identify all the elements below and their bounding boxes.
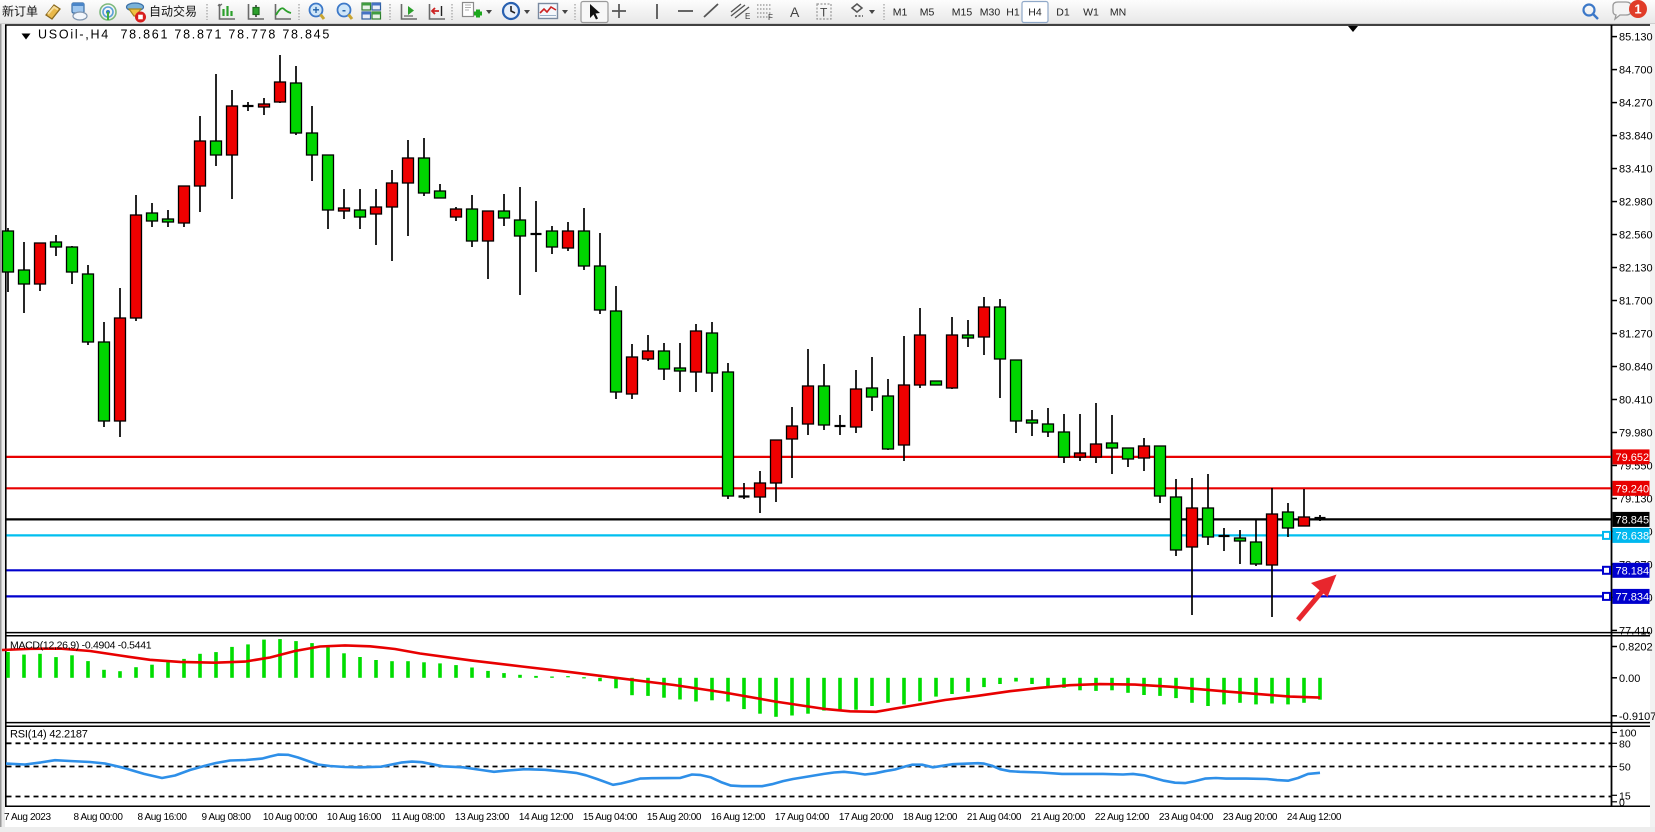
svg-text:8 Aug 16:00: 8 Aug 16:00 <box>138 812 188 823</box>
svg-text:MACD(12,26,9) -0.4904 -0.5441: MACD(12,26,9) -0.4904 -0.5441 <box>10 640 152 652</box>
svg-text:100: 100 <box>1619 728 1637 740</box>
svg-text:80.410: 80.410 <box>1619 394 1653 406</box>
svg-text:79.240: 79.240 <box>1616 484 1650 496</box>
svg-text:23 Aug 04:00: 23 Aug 04:00 <box>1159 812 1214 823</box>
svg-text:23 Aug 20:00: 23 Aug 20:00 <box>1223 812 1278 823</box>
svg-text:80: 80 <box>1619 738 1631 750</box>
svg-text:M1: M1 <box>893 7 908 19</box>
svg-text:15 Aug 04:00: 15 Aug 04:00 <box>583 812 638 823</box>
svg-text:79.130: 79.130 <box>1619 493 1653 505</box>
svg-text:8 Aug 00:00: 8 Aug 00:00 <box>74 812 124 823</box>
svg-text:22 Aug 12:00: 22 Aug 12:00 <box>1095 812 1150 823</box>
svg-text:A: A <box>790 4 800 20</box>
svg-text:15 Aug 20:00: 15 Aug 20:00 <box>647 812 702 823</box>
svg-text:77.834: 77.834 <box>1616 592 1650 604</box>
svg-text:82.980: 82.980 <box>1619 197 1653 209</box>
svg-text:H4: H4 <box>1028 7 1042 19</box>
svg-text:T: T <box>820 6 828 20</box>
svg-text:78.184: 78.184 <box>1616 566 1650 578</box>
svg-text:81.700: 81.700 <box>1619 296 1653 308</box>
svg-text:18 Aug 12:00: 18 Aug 12:00 <box>903 812 958 823</box>
svg-text:自动交易: 自动交易 <box>149 4 197 19</box>
svg-text:D1: D1 <box>1056 7 1070 19</box>
svg-text:15: 15 <box>1619 790 1631 802</box>
svg-text:新订单: 新订单 <box>2 4 38 19</box>
svg-text:21 Aug 20:00: 21 Aug 20:00 <box>1031 812 1086 823</box>
svg-text:13 Aug 23:00: 13 Aug 23:00 <box>455 812 510 823</box>
svg-text:0: 0 <box>1619 797 1625 809</box>
svg-text:78.845: 78.845 <box>1616 515 1650 527</box>
svg-text:78.638: 78.638 <box>1616 531 1650 543</box>
svg-text:E: E <box>745 12 750 21</box>
svg-text:83.840: 83.840 <box>1619 131 1653 143</box>
svg-text:16 Aug 12:00: 16 Aug 12:00 <box>711 812 766 823</box>
svg-text:0.00: 0.00 <box>1619 673 1640 685</box>
svg-text:M30: M30 <box>980 7 1001 19</box>
svg-text:83.410: 83.410 <box>1619 164 1653 176</box>
svg-text:81.270: 81.270 <box>1619 329 1653 341</box>
svg-text:79.652: 79.652 <box>1616 452 1650 464</box>
svg-text:50: 50 <box>1619 762 1631 774</box>
svg-text:F: F <box>768 13 773 22</box>
svg-text:21 Aug 04:00: 21 Aug 04:00 <box>967 812 1022 823</box>
svg-text:MN: MN <box>1110 7 1126 19</box>
svg-text:RSI(14) 42.2187: RSI(14) 42.2187 <box>10 729 88 741</box>
svg-text:W1: W1 <box>1083 7 1099 19</box>
svg-text:0.8202: 0.8202 <box>1619 642 1653 654</box>
svg-text:84.270: 84.270 <box>1619 98 1653 110</box>
svg-text:80.840: 80.840 <box>1619 362 1653 374</box>
svg-text:82.130: 82.130 <box>1619 263 1653 275</box>
svg-text:1: 1 <box>1634 2 1641 17</box>
svg-text:-0.9107: -0.9107 <box>1619 711 1655 723</box>
svg-text:85.130: 85.130 <box>1619 32 1653 44</box>
svg-text:82.560: 82.560 <box>1619 230 1653 242</box>
svg-text:77.410: 77.410 <box>1619 625 1653 637</box>
svg-text:84.700: 84.700 <box>1619 65 1653 77</box>
svg-text:24 Aug 12:00: 24 Aug 12:00 <box>1287 812 1342 823</box>
svg-text:10 Aug 00:00: 10 Aug 00:00 <box>263 812 318 823</box>
svg-text:-: - <box>342 3 346 17</box>
svg-text:11 Aug 08:00: 11 Aug 08:00 <box>391 812 445 823</box>
svg-text:17 Aug 04:00: 17 Aug 04:00 <box>775 812 830 823</box>
svg-text:H1: H1 <box>1006 7 1020 19</box>
svg-text:+: + <box>312 3 319 17</box>
svg-text:14 Aug 12:00: 14 Aug 12:00 <box>519 812 574 823</box>
svg-text:17 Aug 20:00: 17 Aug 20:00 <box>839 812 894 823</box>
svg-text:7 Aug 2023: 7 Aug 2023 <box>4 812 51 823</box>
svg-text:USOil-,H4 78.861 78.871 78.77: USOil-,H4 78.861 78.871 78.778 78.845 <box>38 28 331 42</box>
svg-text:M15: M15 <box>952 7 973 19</box>
svg-text:10 Aug 16:00: 10 Aug 16:00 <box>327 812 382 823</box>
svg-text:9 Aug 08:00: 9 Aug 08:00 <box>202 812 252 823</box>
svg-text:79.980: 79.980 <box>1619 427 1653 439</box>
svg-text:M5: M5 <box>920 7 935 19</box>
